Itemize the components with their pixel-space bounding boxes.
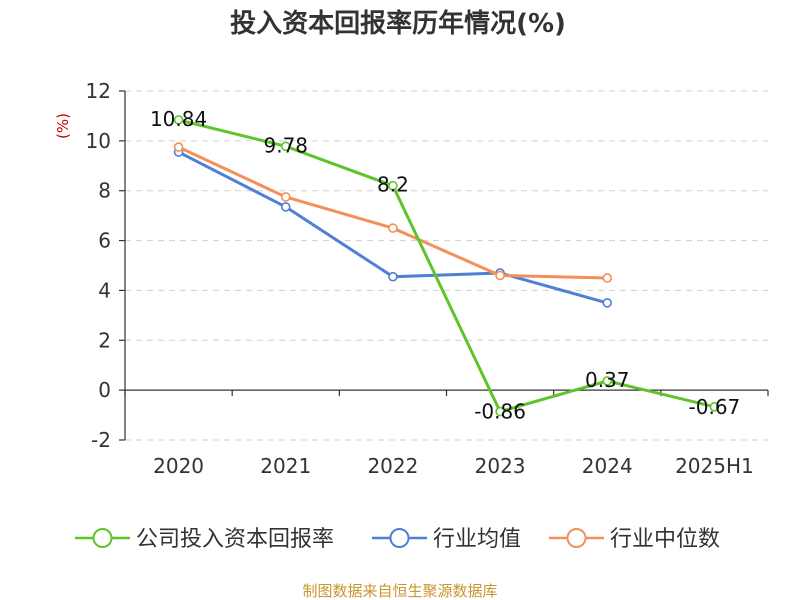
y-axis-unit-label: (%) (54, 113, 72, 139)
y-tick-label: 4 (98, 278, 111, 302)
data-point (709, 402, 720, 412)
legend-label: 行业中位数 (610, 527, 720, 552)
y-tick-label: 2 (98, 328, 111, 352)
data-point (173, 115, 184, 125)
legend-label: 公司投入资本回报率 (136, 527, 334, 552)
data-point (388, 223, 398, 233)
y-tick-label: 8 (98, 179, 111, 203)
data-point (388, 180, 398, 191)
source-note: 制图数据来自恒生聚源数据库 (302, 582, 497, 600)
x-tick-label: 2023 (475, 454, 526, 478)
legend: 公司投入资本回报率 行业均值 行业中位数 (75, 527, 720, 552)
data-point (602, 298, 613, 308)
x-tick-label: 2025H1 (675, 454, 754, 478)
y-tick-label: 0 (98, 378, 111, 402)
data-label: 9.78 (263, 133, 308, 157)
series-line (178, 118, 715, 414)
legend-marker (92, 528, 113, 548)
series-layer (173, 115, 720, 417)
chart-title: 投入资本回报率历年情况(%) (230, 8, 566, 39)
axis-layer: 12 10 8 6 4 2 0 -2 2020 2021 2022 2023 2024 2025H1 (86, 79, 769, 478)
x-tick-label: 2020 (153, 454, 204, 478)
y-tick-label: 6 (98, 229, 111, 253)
y-tick-label: 12 (86, 79, 111, 103)
series-line (177, 145, 608, 280)
data-label: -0.67 (689, 395, 741, 419)
data-point (495, 406, 505, 417)
data-point (173, 142, 184, 152)
data-label: 8.2 (377, 173, 409, 197)
data-point (280, 141, 291, 152)
y-tick-label: 10 (86, 129, 111, 153)
data-point (280, 202, 291, 212)
data-point (602, 273, 613, 283)
legend-marker (389, 528, 410, 548)
legend-label: 行业均值 (433, 527, 521, 552)
y-tick-label: -2 (91, 428, 111, 452)
data-label: -0.86 (474, 400, 526, 424)
data-point (602, 376, 613, 386)
legend-marker (566, 528, 587, 548)
x-tick-label: 2024 (582, 454, 633, 478)
data-point (495, 270, 505, 281)
x-tick-label: 2021 (260, 454, 311, 478)
data-label: 0.37 (585, 368, 630, 392)
data-point (280, 192, 291, 202)
grid-layer (125, 90, 768, 441)
data-label-layer: 10.84 9.78 8.2 -0.86 0.37 -0.67 (150, 107, 740, 424)
x-tick-label: 2022 (367, 454, 418, 478)
data-label: 10.84 (150, 107, 207, 131)
data-point (388, 271, 398, 282)
